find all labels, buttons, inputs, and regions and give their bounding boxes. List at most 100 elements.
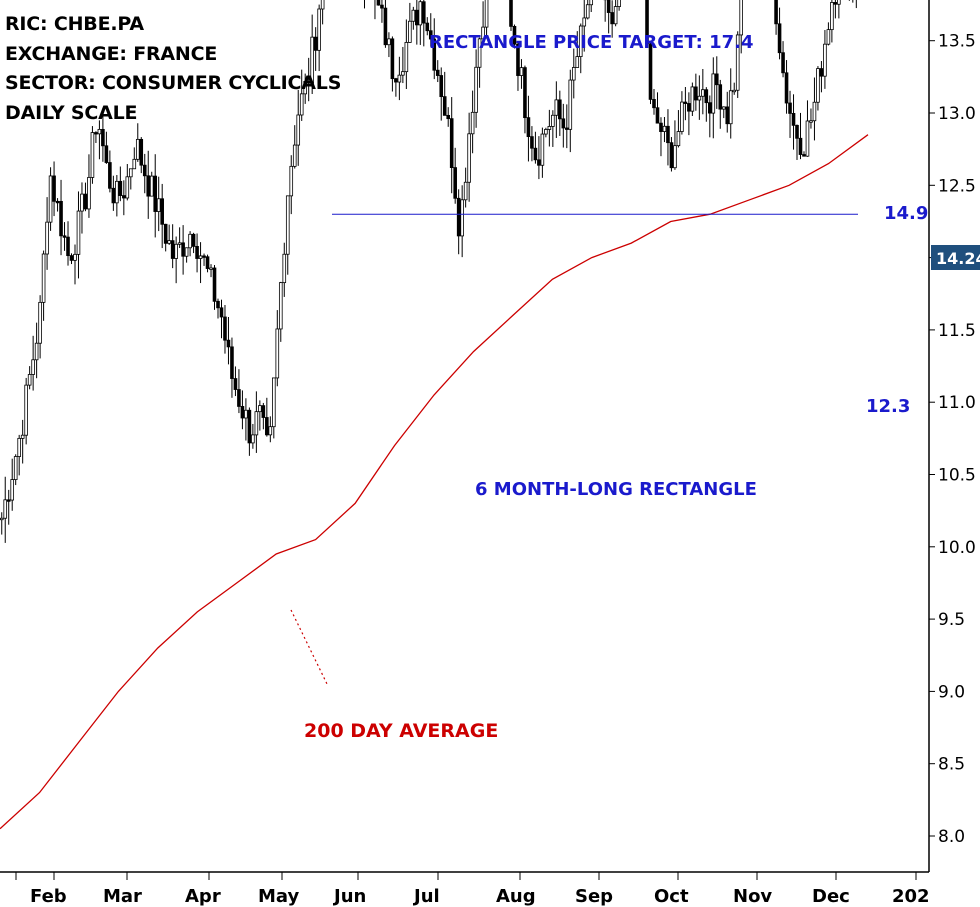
candle-body [247,409,252,444]
candle-body [554,99,559,116]
candle-body [313,36,318,51]
candle-body [128,168,133,178]
candle-body [163,223,168,244]
candle-body [718,84,723,110]
candle-body [202,255,206,258]
candle-body [20,434,25,439]
candle-body [523,67,527,119]
candle-body [230,346,234,379]
candle-body [31,359,35,375]
candle-body [585,4,590,19]
upper-boundary-label: 14.9 [884,203,929,224]
candle-body [728,90,733,125]
candle-body [589,0,594,6]
candle-body [477,38,482,68]
candle-body [108,162,112,189]
candle-body [687,103,691,112]
candle-body [547,126,552,130]
y-tick-label: 11.5 [938,321,976,341]
candle-body [558,99,562,120]
candle-body [38,301,42,344]
candle-body [415,9,419,26]
y-tick-label: 13.5 [938,32,976,52]
candle-body [666,125,670,144]
candle-body [139,138,144,166]
axes [0,0,930,873]
candle-body [680,101,684,132]
candle-body [226,339,231,348]
candle-body [610,12,614,25]
candle-body [816,68,820,103]
candle-body [237,389,241,407]
candle-body [397,74,402,83]
candle-body [376,0,381,6]
candle-body [659,122,663,132]
candle-body [449,118,454,168]
candle-body [390,38,395,80]
candle-body [533,147,538,161]
last-price-badge: 14.24 [931,245,980,270]
candle-body [296,114,301,146]
candle-body [777,23,782,54]
candle-body [694,86,698,101]
candle-body [177,242,182,245]
candle-body [149,175,154,197]
ma-pointer-line [290,609,329,687]
candle-body [3,499,8,519]
candle-body [509,0,513,27]
candle-body [568,79,573,130]
candle-body [575,56,580,68]
x-tick-label: Jun [332,886,366,907]
candle-body [648,43,653,100]
candle-body [48,175,53,223]
candle-body [809,120,813,123]
candle-body [244,409,248,419]
candle-body [205,256,210,269]
candle-body [673,145,677,169]
y-tick-label: 9.5 [938,610,965,630]
candle-body [41,253,46,303]
x-tick-label: Feb [30,886,67,907]
candle-body [132,158,137,170]
candle-body [401,71,405,76]
candle-body [571,67,576,81]
candle-body [17,437,21,457]
candle-body [721,106,726,110]
candle-body [268,426,273,436]
candle-body [428,30,433,40]
y-tick-label: 10.5 [938,466,976,486]
candle-body [285,195,290,255]
candle-body [6,499,11,502]
candle-body [282,253,287,284]
candle-body [732,89,737,93]
candle-body [289,165,294,197]
candle-body [456,197,461,237]
y-tick-label: 13.0 [938,104,976,124]
x-tick-label: May [258,886,300,907]
candle-body [662,125,667,132]
candle-body [160,198,164,225]
candle-body [299,93,304,116]
x-tick-label: Aug [496,886,536,907]
candle-body [380,4,384,9]
candle-body [278,282,283,330]
candle-body [223,316,227,341]
candle-body [812,101,817,122]
candle-body [655,107,660,124]
candle-body [463,181,468,201]
pattern-label: 6 MONTH-LONG RECTANGLE [475,479,757,500]
candle-body [13,456,18,480]
exchange-label: EXCHANGE: FRANCE [5,42,218,65]
candle-body [66,236,70,257]
candle-body [418,1,423,26]
candle-body [0,517,4,521]
x-tick-label: Mar [103,886,142,907]
candle-body [833,2,838,5]
candle-body [711,73,716,114]
candle-body [97,128,102,135]
candle-body [784,72,789,104]
candle-body [146,175,151,197]
scale-label: DAILY SCALE [5,101,138,124]
candle-body [191,233,196,247]
